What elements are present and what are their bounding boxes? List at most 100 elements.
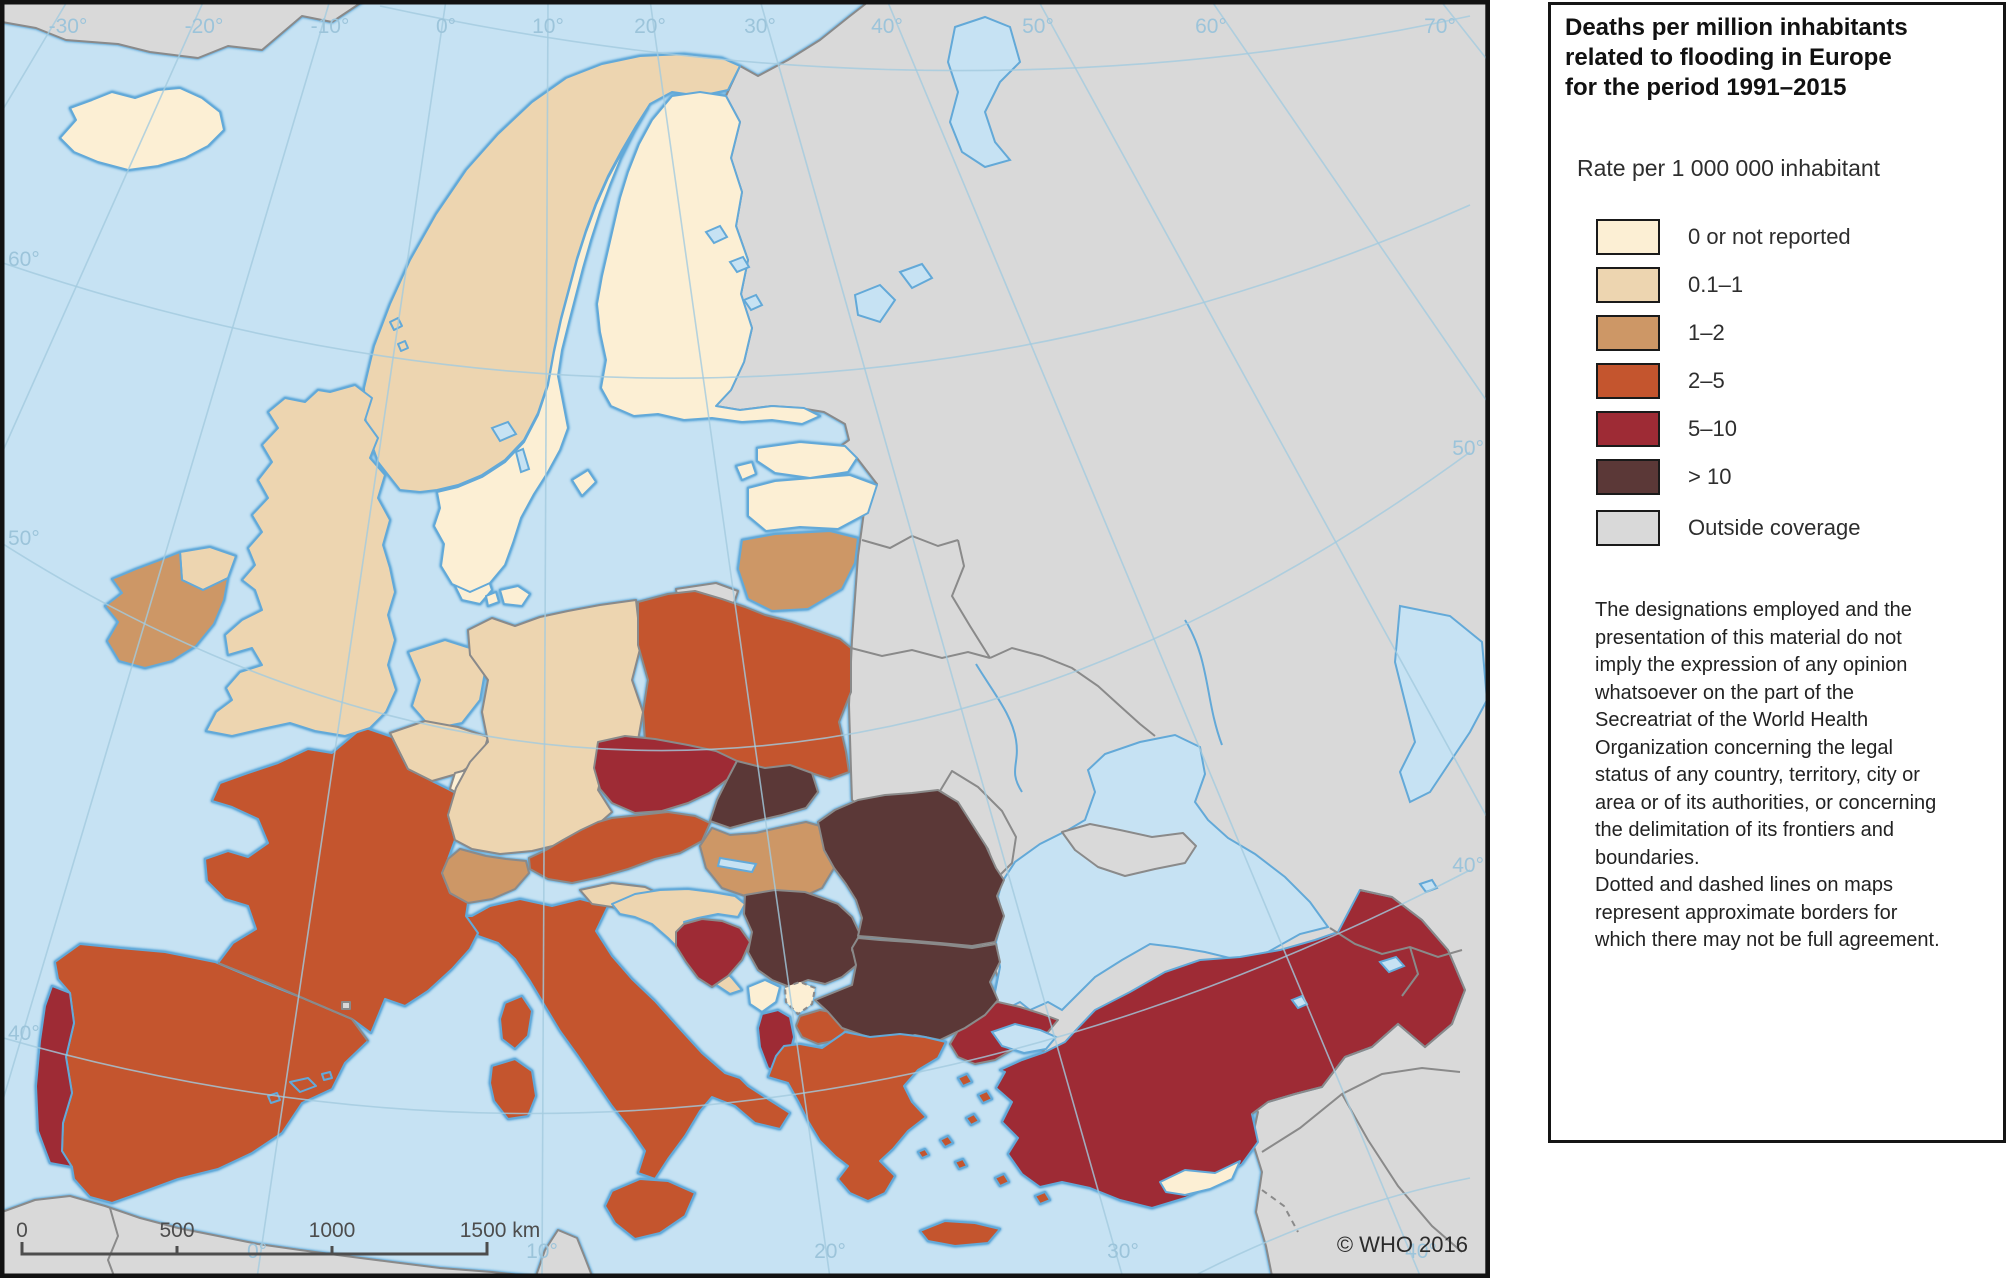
- legend-row-2-5: 2–5: [1596, 363, 1851, 399]
- white-sea: [946, 15, 1022, 169]
- country-balearic-islands-2: [321, 1071, 333, 1081]
- legend-row->10: > 10: [1596, 459, 1851, 495]
- lake-vanern: [490, 420, 518, 443]
- graticule-label-top-0°: 0°: [436, 15, 456, 38]
- graticule-label-top--30°: -30°: [49, 15, 88, 38]
- graticule-label-left-50°: 50°: [8, 527, 40, 550]
- finnish-lake-3: [742, 293, 764, 312]
- europe-map: -30° -20° -10° 0° 10° 20° 30° 40° 50° 60° 70° 0° 10°…: [0, 0, 1490, 1278]
- legend-swatch-0: [1596, 219, 1660, 255]
- legend-title-line1: Deaths per million inhabitants: [1565, 14, 1908, 41]
- legend-swatch-2-5: [1596, 363, 1660, 399]
- country-andorra: [341, 1001, 351, 1010]
- country-romania: [817, 789, 1005, 947]
- legend-swatch-1-2: [1596, 315, 1660, 351]
- country-gotland: [571, 469, 597, 497]
- country-united-kingdom: [205, 384, 397, 737]
- outside-borders: [106, 534, 1467, 1277]
- graticule-label-right-50°: 50°: [1452, 437, 1484, 460]
- country-iceland: [59, 87, 225, 171]
- country-denmark-zealand: [499, 585, 531, 607]
- legend-swatch->10: [1596, 459, 1660, 495]
- legend-row-1-2: 1–2: [1596, 315, 1851, 351]
- graticule-label-top--10°: -10°: [311, 15, 350, 38]
- legend-disclaimer: The designations employed and the presen…: [1595, 597, 1951, 955]
- legend-outside-row: Outside coverage: [1596, 510, 1860, 558]
- land-layer: [1, 1, 1489, 1277]
- country-shetland-2: [397, 340, 409, 352]
- legend-rows: 0 or not reported 0.1–1 1–2 2–5 5–10 > 10: [1596, 219, 1851, 507]
- finnish-lake-2: [728, 255, 751, 274]
- legend-row-5-10: 5–10: [1596, 411, 1851, 447]
- graticule-label-right-40°: 40°: [1452, 854, 1484, 877]
- legend-swatch-5-10: [1596, 411, 1660, 447]
- legend-subtitle: Rate per 1 000 000 inhabitant: [1577, 155, 1881, 181]
- country-switzerland: [441, 848, 530, 904]
- graticule-label-bottom-20°: 20°: [814, 1240, 846, 1263]
- graticule-label-top--20°: -20°: [185, 15, 224, 38]
- country-czechia: [593, 735, 738, 814]
- lake-onega: [898, 262, 934, 290]
- scale-label-1500: 1500 km: [460, 1219, 541, 1242]
- legend-label-1-2: 1–2: [1688, 320, 1725, 345]
- don-river: [1184, 619, 1223, 746]
- legend-label-0.1-1: 0.1–1: [1688, 272, 1744, 297]
- legend-row-0: 0 or not reported: [1596, 219, 1851, 255]
- map: -30° -20° -10° 0° 10° 20° 30° 40° 50° 60° 70° 0° 10°…: [0, 0, 1490, 1278]
- caspian-sea: [1393, 604, 1489, 804]
- map-frame: [0, 0, 1490, 1278]
- legend-label->10: > 10: [1688, 464, 1732, 489]
- graticule-label-bottom-30°: 30°: [1107, 1240, 1139, 1263]
- graticule: [0, 0, 1490, 1278]
- country-greece: [767, 1031, 947, 1202]
- country-austria: [528, 811, 711, 884]
- legend-title: Deaths per million inhabitants related t…: [1565, 13, 1995, 103]
- scale-label-0: 0: [16, 1219, 28, 1242]
- disclaimer-paragraph-2: Dotted and dashed lines on maps represen…: [1595, 874, 1940, 951]
- country-sicily: [604, 1178, 696, 1240]
- country-lithuania: [737, 530, 859, 612]
- legend-label-2-5: 2–5: [1688, 368, 1725, 393]
- legend-label-outside: Outside coverage: [1688, 515, 1861, 540]
- graticule-label-top-20°: 20°: [634, 15, 666, 38]
- country-germany: [447, 599, 644, 855]
- country-greenland: [1, 1, 363, 59]
- legend-row-outside: Outside coverage: [1596, 510, 1860, 546]
- scale-bar: 0 500 1000 1500 km: [16, 1219, 541, 1256]
- country-serbia: [743, 889, 861, 988]
- legend-title-line2: related to flooding in Europe: [1565, 44, 1892, 71]
- graticule-label-top-70°: 70°: [1424, 15, 1456, 38]
- legend-swatch-0.1-1: [1596, 267, 1660, 303]
- dnieper-river: [975, 663, 1023, 793]
- graticule-label-top-60°: 60°: [1195, 15, 1227, 38]
- scale-label-500: 500: [159, 1219, 194, 1242]
- sea-of-marmara: [990, 1022, 1058, 1055]
- country-balearic-islands: [289, 1077, 317, 1093]
- country-netherlands: [407, 639, 487, 730]
- copyright: © WHO 2016: [1337, 1232, 1468, 1257]
- graticule-label-top-30°: 30°: [744, 15, 776, 38]
- country-finland: [596, 91, 821, 425]
- finnish-lake-1: [704, 224, 729, 245]
- country-slovakia: [709, 760, 819, 829]
- country-italy: [465, 898, 791, 1180]
- country-corsica: [499, 995, 533, 1050]
- legend-swatch-outside: [1596, 510, 1660, 546]
- country-latvia: [747, 474, 878, 532]
- graticule-labels: -30° -20° -10° 0° 10° 20° 30° 40° 50° 60° 70° 0° 10°…: [8, 15, 1484, 1263]
- country-estonia: [756, 441, 858, 479]
- country-kosovo: [784, 981, 816, 1015]
- country-cyprus: [1159, 1160, 1241, 1196]
- lake-ladoga: [853, 283, 897, 324]
- graticule-label-left-40°: 40°: [8, 1022, 40, 1045]
- aegean-islands: [917, 1073, 1051, 1205]
- country-denmark-fyn: [485, 591, 500, 607]
- legend-title-line3: for the period 1991–2015: [1565, 74, 1847, 101]
- legend-row-0.1-1: 0.1–1: [1596, 267, 1851, 303]
- legend-label-5-10: 5–10: [1688, 416, 1737, 441]
- legend-label-0: 0 or not reported: [1688, 224, 1851, 249]
- graticule-label-top-50°: 50°: [1022, 15, 1054, 38]
- graticule-label-bottom-40°: 40°: [1405, 1240, 1437, 1263]
- lake-balaton: [716, 856, 758, 874]
- graticule-label-bottom-10°: 10°: [526, 1240, 558, 1263]
